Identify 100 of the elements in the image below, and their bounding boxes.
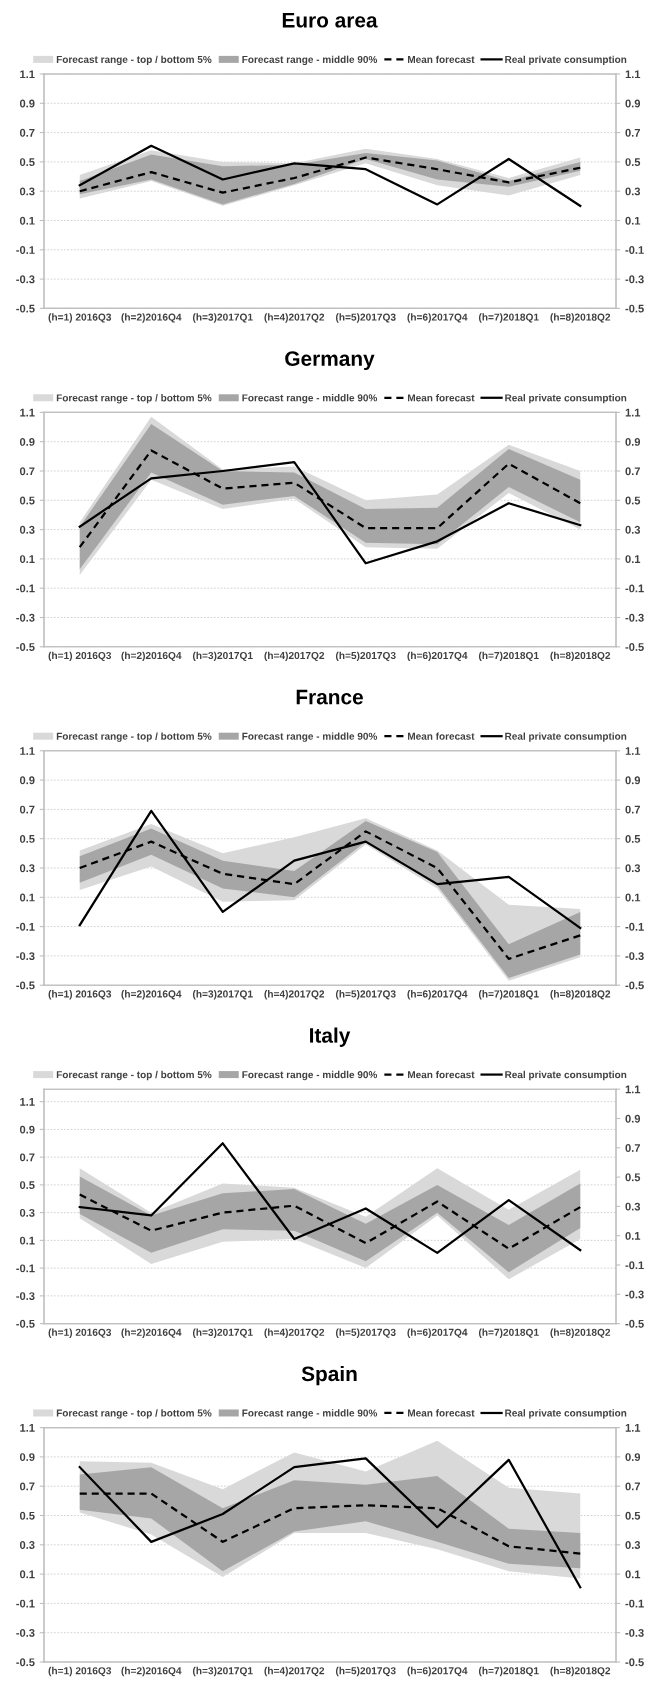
y-tick-label: -0.5 [16, 1319, 35, 1328]
y-tick-label: 0.7 [19, 1482, 35, 1491]
y-tick-label: -0.5 [16, 1658, 35, 1667]
x-tick-label: (h=8)2018Q2 [550, 313, 611, 323]
x-tick-label: (h=1) 2016Q3 [48, 651, 112, 662]
legend-label: Forecast range - middle 90% [242, 394, 378, 404]
chart-title: Spain [301, 1365, 357, 1386]
legend-label: Forecast range - top / bottom 5% [56, 394, 212, 404]
y2-tick-label: 0.7 [625, 1144, 640, 1152]
y2-tick-label: 0.7 [625, 805, 640, 814]
legend-label: Real private consumption [505, 1409, 627, 1419]
y2-tick-label: -0.3 [625, 1628, 644, 1637]
y2-tick-label: -0.1 [625, 922, 644, 931]
y2-tick-label: 0.5 [625, 834, 641, 843]
y-tick-label: -0.3 [16, 613, 35, 622]
y2-tick-label: 0.7 [625, 128, 640, 137]
x-tick-label: (h=4)2017Q2 [264, 990, 325, 1000]
y-tick-label: -0.5 [16, 981, 35, 990]
chart-title: Germany [285, 351, 375, 371]
y-tick-label: 0.1 [19, 216, 35, 225]
x-tick-label: (h=5)2017Q3 [335, 990, 396, 1000]
legend-label: Mean forecast [408, 732, 475, 740]
y-tick-label: -0.5 [16, 304, 35, 313]
y2-tick-label: -0.1 [625, 246, 644, 254]
y2-tick-label: 0.9 [625, 776, 641, 785]
legend-label: Forecast range - middle 90% [242, 1070, 378, 1081]
y2-tick-label: 0.5 [625, 1511, 641, 1520]
y2-tick-label: -0.3 [625, 613, 644, 622]
x-tick-label: (h=1) 2016Q3 [48, 1666, 112, 1677]
y2-tick-label: -0.3 [625, 952, 644, 961]
x-tick-label: (h=3)2017Q1 [192, 313, 253, 323]
y2-tick-label: -0.3 [625, 1290, 644, 1299]
y2-tick-label: 0.9 [625, 1114, 641, 1123]
x-tick-label: (h=5)2017Q3 [335, 313, 396, 323]
y2-tick-label: 0.5 [625, 496, 641, 505]
y2-tick-label: 0.9 [625, 99, 641, 108]
x-tick-label: (h=8)2018Q2 [550, 990, 611, 1000]
y-tick-label: 0.1 [19, 1236, 35, 1245]
y-tick-label: 1.1 [20, 70, 35, 79]
x-tick-label: (h=3)2017Q1 [192, 990, 253, 1000]
y-tick-label: 0.3 [19, 187, 35, 196]
x-tick-label: (h=1) 2016Q3 [48, 313, 112, 323]
legend-label: Forecast range - top / bottom 5% [56, 1070, 212, 1081]
y-tick-label: 1.1 [20, 408, 35, 417]
x-tick-label: (h=3)2017Q1 [192, 1328, 253, 1338]
legend-label: Real private consumption [505, 55, 627, 65]
y2-tick-label: -0.1 [625, 584, 644, 593]
y2-tick-label: 0.1 [625, 555, 641, 564]
y2-tick-label: -0.1 [625, 1261, 644, 1270]
y-tick-label: 0.3 [19, 1541, 35, 1549]
x-tick-label: (h=4)2017Q2 [264, 1666, 325, 1677]
x-tick-label: (h=2)2016Q4 [121, 1328, 182, 1338]
y-tick-label: 1.1 [20, 747, 35, 755]
y-tick-label: -0.3 [16, 275, 35, 284]
y-tick-label: -0.1 [16, 922, 35, 931]
y-tick-label: 0.5 [19, 834, 35, 843]
legend-label: Forecast range - top / bottom 5% [56, 1409, 212, 1419]
chart-title: France [296, 689, 363, 705]
y2-tick-label: 0.3 [625, 1541, 641, 1549]
y2-tick-label: 0.3 [625, 187, 641, 196]
y-tick-label: 0.7 [19, 128, 35, 137]
y-tick-label: 0.9 [19, 1125, 35, 1134]
y-tick-label: -0.3 [16, 1628, 35, 1637]
y-tick-label: 0.1 [19, 893, 35, 902]
y-tick-label: 0.9 [19, 99, 35, 108]
x-tick-label: (h=7)2018Q1 [478, 1328, 539, 1338]
y2-tick-label: -0.5 [625, 1658, 644, 1667]
x-tick-label: (h=6)2017Q4 [407, 1328, 468, 1338]
y-tick-label: -0.3 [16, 1292, 35, 1301]
y2-tick-label: 0.3 [625, 525, 641, 534]
x-tick-label: (h=4)2017Q2 [264, 313, 325, 323]
y-tick-label: 0.1 [19, 555, 35, 564]
x-tick-label: (h=7)2018Q1 [478, 990, 539, 1000]
legend-label: Real private consumption [505, 394, 627, 404]
y-tick-label: 0.9 [19, 1453, 35, 1462]
x-tick-label: (h=2)2016Q4 [121, 1666, 182, 1677]
x-tick-label: (h=6)2017Q4 [407, 1666, 468, 1677]
x-tick-label: (h=2)2016Q4 [121, 313, 182, 323]
x-tick-label: (h=8)2018Q2 [550, 1328, 611, 1338]
y-tick-label: -0.1 [16, 1599, 35, 1608]
x-tick-label: (h=3)2017Q1 [192, 1666, 253, 1677]
y-tick-label: 0.7 [19, 1153, 35, 1162]
y2-tick-label: -0.5 [625, 1319, 644, 1328]
y-tick-label: 0.7 [19, 467, 35, 476]
legend-label: Mean forecast [408, 1070, 475, 1079]
y2-tick-label: 1.1 [625, 1085, 641, 1094]
y2-tick-label: 0.7 [625, 467, 640, 476]
y2-tick-label: 0.7 [625, 1482, 640, 1491]
y2-tick-label: 0.5 [625, 158, 641, 167]
y2-tick-label: -0.1 [625, 1599, 644, 1608]
y2-tick-label: -0.3 [625, 275, 644, 284]
y2-tick-label: 0.1 [625, 1570, 641, 1579]
y2-tick-label: 0.3 [625, 1202, 641, 1211]
y2-tick-label: 0.1 [625, 1231, 641, 1240]
y-tick-label: 0.9 [19, 437, 35, 446]
x-tick-label: (h=4)2017Q2 [264, 651, 325, 662]
y-tick-label: 0.7 [19, 805, 35, 814]
y-tick-label: 0.9 [19, 776, 35, 785]
y2-tick-label: 0.3 [625, 864, 641, 873]
x-tick-label: (h=6)2017Q4 [407, 313, 468, 323]
